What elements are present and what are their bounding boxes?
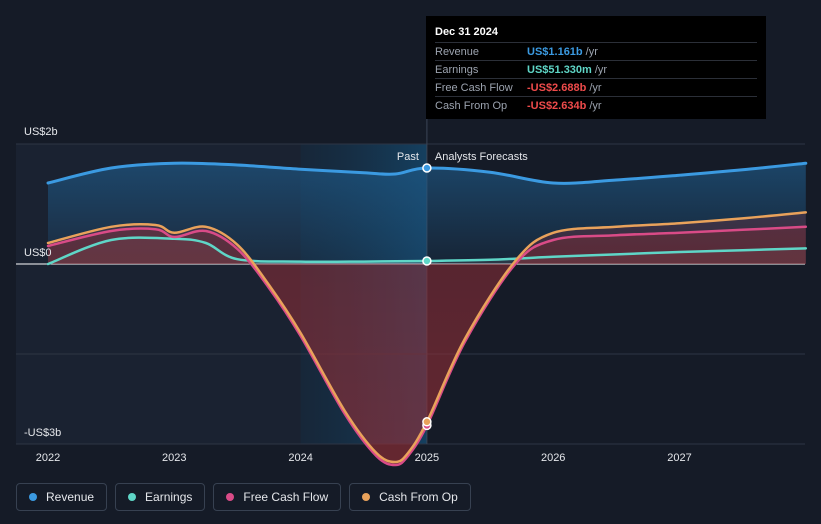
series-line-cash-from-op	[46, 211, 808, 464]
tooltip-row-cash-from-op: Cash From Op -US$2.634b /yr	[435, 96, 757, 114]
tooltip: Dec 31 2024 Revenue US$1.161b /yr Earnin…	[426, 16, 766, 119]
tooltip-value: US$1.161b	[527, 45, 583, 58]
x-tick-label: 2027	[667, 452, 691, 464]
marker-cash-from-op	[422, 417, 432, 427]
tooltip-row-earnings: Earnings US$51.330m /yr	[435, 60, 757, 78]
chart: 2022 2023 2024 2025 2026 2027 US$2b US$0 -US$3b P…	[16, 118, 808, 467]
tooltip-unit: /yr	[589, 99, 602, 112]
tooltip-value: -US$2.688b	[527, 81, 587, 94]
tooltip-value: US$51.330m	[527, 63, 592, 76]
legend-label: Earnings	[145, 490, 193, 504]
x-tick-label: 2024	[288, 452, 312, 464]
area-free-cash-flow	[48, 226, 806, 465]
tooltip-unit: /yr	[589, 81, 602, 94]
legend-dot-icon	[29, 493, 37, 501]
legend-dot-icon	[362, 493, 371, 501]
legend-item-revenue[interactable]: Revenue	[16, 483, 108, 511]
x-tick-label: 2025	[415, 452, 439, 464]
tooltip-row-revenue: Revenue US$1.161b /yr	[435, 42, 757, 60]
legend-item-free-cash-flow[interactable]: Free Cash Flow	[213, 483, 342, 511]
tooltip-unit: /yr	[594, 63, 608, 76]
tooltip-date: Dec 31 2024	[435, 26, 498, 38]
series-line-earnings	[46, 236, 808, 266]
series-line-free-cash-flow	[46, 225, 808, 467]
x-tick-label: 2022	[36, 452, 60, 464]
tooltip-label: Cash From Op	[435, 99, 508, 112]
marker-earnings	[422, 256, 432, 266]
x-tick-label: 2026	[541, 452, 565, 464]
legend-item-earnings[interactable]: Earnings	[115, 483, 206, 511]
legend-label: Revenue	[46, 490, 95, 504]
y-tick-label: US$2b	[24, 126, 58, 138]
legend-dot-icon	[226, 493, 235, 501]
tooltip-row-free-cash-flow: Free Cash Flow -US$2.688b /yr	[435, 78, 757, 96]
y-tick-label: US$0	[24, 247, 52, 259]
tooltip-unit: /yr	[585, 45, 598, 58]
tooltip-value: -US$2.634b	[527, 99, 587, 112]
series-line-revenue	[46, 161, 808, 185]
past-label: Past	[397, 151, 419, 163]
tooltip-label: Revenue	[435, 45, 480, 58]
x-tick-label: 2023	[162, 452, 186, 464]
area-cash-from-op	[48, 212, 806, 462]
marker-revenue	[422, 163, 432, 173]
y-tick-label: -US$3b	[24, 427, 61, 439]
tooltip-label: Earnings	[435, 63, 479, 76]
legend: Revenue Earnings Free Cash Flow Cash Fro…	[16, 483, 471, 511]
forecast-label: Analysts Forecasts	[435, 151, 528, 163]
legend-label: Free Cash Flow	[243, 490, 329, 504]
legend-dot-icon	[128, 493, 137, 501]
legend-label: Cash From Op	[379, 490, 458, 504]
tooltip-label: Free Cash Flow	[435, 81, 513, 94]
legend-item-cash-from-op[interactable]: Cash From Op	[349, 483, 471, 511]
